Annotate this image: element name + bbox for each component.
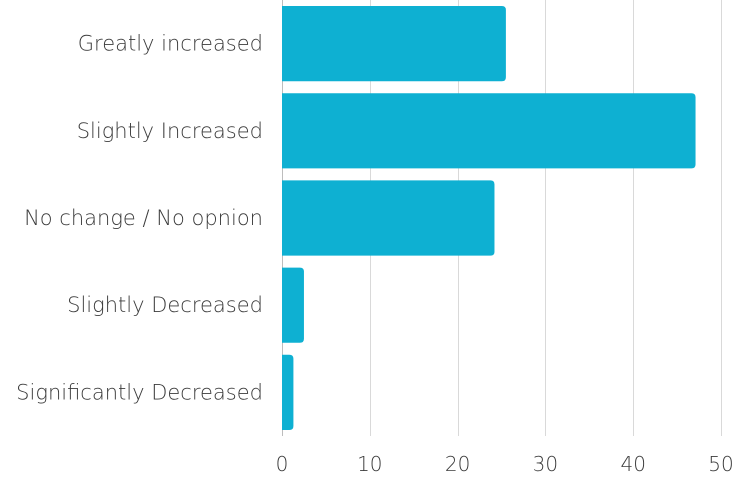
- category-label: Slightly Increased: [77, 119, 263, 143]
- x-tick-label-30: 30: [533, 452, 558, 476]
- bar-no-change-no-opnion: [282, 180, 495, 256]
- bar-significantly-decreased: [282, 354, 294, 430]
- bars: [282, 6, 696, 430]
- x-axis-ticks: 0 10 20 30 40 50: [276, 452, 734, 476]
- x-tick-label-20: 20: [445, 452, 470, 476]
- bar-slightly-decreased: [282, 267, 304, 343]
- bar-slightly-increased: [282, 93, 696, 169]
- category-label: Greatly increased: [78, 32, 263, 56]
- x-tick-label-10: 10: [357, 452, 382, 476]
- category-label: No change / No opnion: [24, 206, 263, 230]
- category-label: Slightly Decreased: [67, 293, 263, 317]
- x-tick-label-50: 50: [708, 452, 733, 476]
- bar-greatly-increased: [282, 6, 506, 82]
- x-tick-label-40: 40: [620, 452, 645, 476]
- category-labels: Greatly increased Slightly Increased No ch…: [16, 32, 263, 405]
- x-tick-label-0: 0: [276, 452, 289, 476]
- category-label: Significantly Decreased: [16, 380, 263, 404]
